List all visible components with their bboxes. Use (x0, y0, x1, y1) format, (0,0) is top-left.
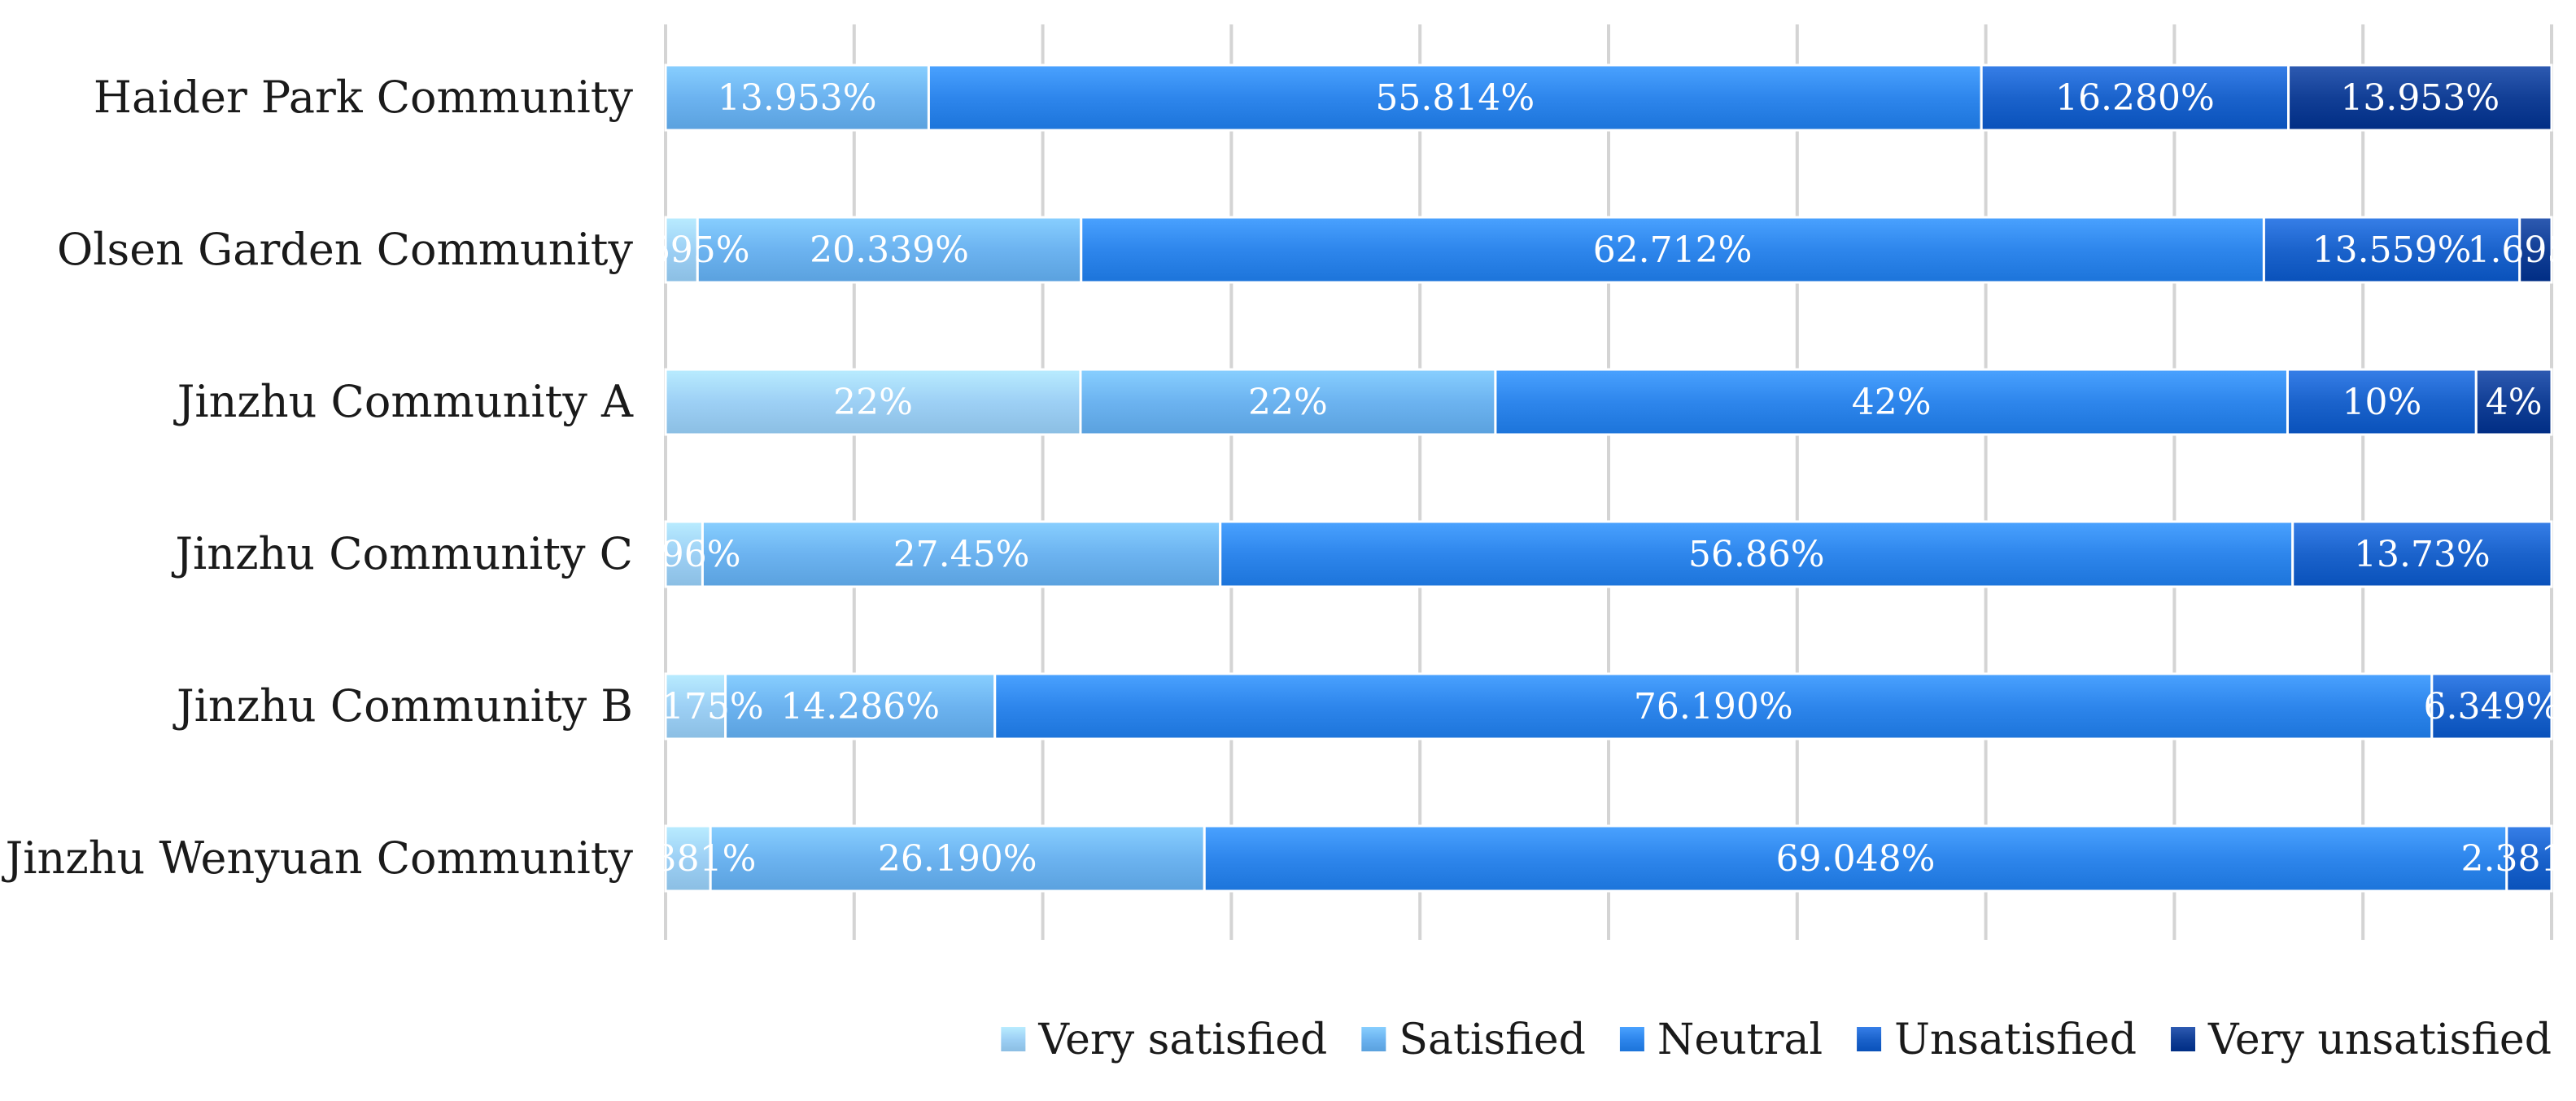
data-label: 1.695% (2467, 229, 2576, 271)
category-label: Jinzhu Wenyuan Community (2, 832, 634, 884)
data-label: 3.175% (627, 686, 764, 727)
data-label: 10% (2342, 382, 2421, 423)
data-label: 76.190% (1634, 686, 1793, 727)
bar-segment (664, 520, 704, 588)
data-label: 13.559% (2312, 229, 2472, 271)
bar-row: 1.96% 27.45% 56.86% 13.73% (627, 520, 2553, 588)
bar-segment (2505, 824, 2553, 893)
bar-segment (2291, 520, 2553, 588)
bar-segment (2286, 368, 2478, 436)
bar-segment (701, 520, 1222, 588)
data-label: 69.048% (1776, 838, 1936, 880)
legend-label: Unsatisfied (1894, 1016, 2137, 1064)
bar-row: 13.953% 55.814% 16.280% 13.953% (664, 63, 2553, 132)
legend-swatch (1857, 1027, 1882, 1051)
category-label: Jinzhu Community A (173, 376, 634, 427)
legend-item: Very satisfied (1001, 1016, 1327, 1064)
legend-swatch (1001, 1027, 1026, 1051)
bar-segment (1494, 368, 2289, 436)
bar-segment (1079, 368, 1497, 436)
legend-label: Neutral (1657, 1016, 1823, 1064)
legend: Very satisfied Satisfied Neutral Unsatisfie… (1001, 1016, 2552, 1064)
data-label: 22% (833, 382, 913, 423)
legend-label: Satisfied (1399, 1016, 1586, 1064)
bar-row: 1.695%20.339%62.712%13.559%1.695% (613, 216, 2576, 284)
data-label: 27.45% (893, 534, 1030, 575)
data-label: 16.280% (2055, 77, 2215, 119)
data-label: 22% (1248, 382, 1328, 423)
bars: 13.953% 55.814% 16.280% 13.953% 1.695% 20.339… (613, 63, 2576, 893)
data-label: 2.381% (2461, 838, 2576, 880)
bar-row: 3.175% 14.286% 76.190% 6.349% (627, 672, 2561, 741)
legend-swatch (1619, 1027, 1644, 1051)
bar-row: 22% 22% 42% 10% 4% (664, 368, 2553, 436)
legend-item: Unsatisfied (1857, 1016, 2137, 1064)
bar-segment (2518, 216, 2553, 284)
bar-segment (993, 672, 2434, 741)
data-label: 4% (2486, 382, 2543, 423)
data-label: 1.96% (627, 534, 741, 575)
bar-segment (664, 63, 930, 132)
data-label: 62.712% (1593, 229, 1753, 271)
legend-item: Satisfied (1361, 1016, 1586, 1064)
data-label: 13.73% (2354, 534, 2491, 575)
bar-segment (696, 216, 1083, 284)
category-label: Olsen Garden Community (57, 224, 634, 275)
bar-segment (1203, 824, 2508, 893)
category-label: Haider Park Community (94, 72, 634, 123)
legend-swatch (2171, 1027, 2196, 1051)
data-label: 6.349% (2424, 686, 2561, 727)
data-label: 26.190% (878, 838, 1037, 880)
data-label: 1.695% (613, 229, 750, 271)
legend-item: Neutral (1619, 1016, 1823, 1064)
bar-segment (664, 216, 699, 284)
data-label: 42% (1852, 382, 1932, 423)
bar-segment (724, 672, 997, 741)
bar-segment (1219, 520, 2294, 588)
category-label: Jinzhu Community B (172, 680, 633, 732)
bar-row: 2.381% 26.190% 69.048% 2.381% (620, 824, 2576, 893)
bar-segment (2287, 63, 2553, 132)
data-label: 13.953% (2340, 77, 2500, 119)
gridlines (664, 24, 2553, 940)
legend-label: Very unsatisfied (2207, 1016, 2552, 1064)
category-label: Jinzhu Community C (171, 528, 633, 579)
data-label: 56.86% (1688, 534, 1825, 575)
bar-segment (1080, 216, 2265, 284)
data-label: 55.814% (1375, 77, 1535, 119)
bar-segment (927, 63, 1983, 132)
bar-segment (664, 368, 1082, 436)
bar-segment (2474, 368, 2553, 436)
data-label: 20.339% (810, 229, 969, 271)
data-label: 14.286% (780, 686, 940, 727)
bar-segment (709, 824, 1206, 893)
data-label: 2.381% (620, 838, 757, 880)
legend-label: Very satisfied (1037, 1016, 1327, 1064)
bar-segment (664, 672, 727, 741)
legend-item: Very unsatisfied (2171, 1016, 2552, 1064)
legend-swatch (1361, 1027, 1386, 1051)
category-labels: Haider Park Community Olsen Garden Commun… (2, 72, 634, 884)
bar-segment (2430, 672, 2553, 741)
bar-segment (664, 824, 712, 893)
data-label: 13.953% (718, 77, 877, 119)
